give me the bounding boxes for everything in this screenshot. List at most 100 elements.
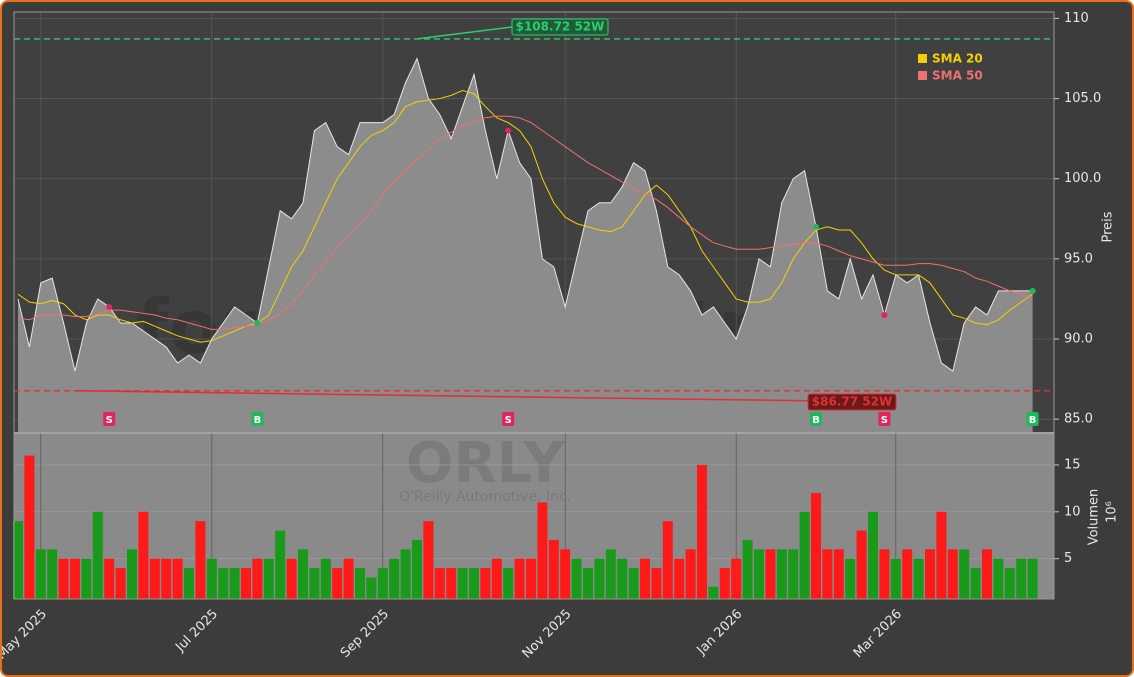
- volume-bar: [161, 558, 172, 599]
- signal-dot: [813, 223, 819, 230]
- volume-bar: [833, 549, 844, 599]
- price-line: [17, 57, 1033, 372]
- signal-label: B: [254, 415, 262, 426]
- volume-bar: [719, 568, 730, 599]
- volume-bar: [13, 521, 23, 599]
- volume-bar: [731, 558, 742, 599]
- volume-bar: [469, 568, 479, 599]
- volume-bar: [70, 558, 80, 599]
- volume-bar: [47, 549, 58, 599]
- x-tick-label: Nov 2025: [520, 607, 575, 662]
- volume-bar: [377, 568, 388, 599]
- watermark-company: O'Reilly Automotive, Inc.: [399, 489, 571, 505]
- volume-bar: [594, 558, 605, 599]
- signal-badge: [251, 412, 264, 426]
- volume-bar: [662, 521, 673, 599]
- volume-bar: [206, 558, 217, 599]
- signal-dot: [881, 311, 888, 318]
- volume-bar: [936, 511, 947, 599]
- volume-bar: [138, 511, 149, 599]
- signal-label: B: [812, 415, 820, 426]
- y-axis-label: Preis: [1101, 211, 1116, 242]
- x-tick-label: Jan 2026: [694, 607, 746, 659]
- plot-border: [13, 11, 1055, 600]
- volume-bar: [514, 558, 525, 599]
- volume-bar: [640, 558, 650, 599]
- volume-bar: [81, 558, 92, 599]
- volume-bar: [275, 530, 286, 599]
- signal-badge: [810, 412, 822, 426]
- volume-tick-label: 15: [1064, 457, 1081, 472]
- volume-bar: [184, 568, 194, 599]
- volume-bar: [400, 549, 411, 599]
- annotation-label: $108.72 52W: [516, 20, 605, 34]
- volume-bar: [537, 502, 548, 599]
- volume-bar: [560, 549, 571, 599]
- volume-bar: [947, 549, 958, 599]
- volume-bar: [389, 558, 400, 599]
- volume-tick-label: 5: [1064, 551, 1072, 566]
- y-tick-label: 90.0: [1064, 332, 1093, 347]
- annotation-label: $86.77 52W: [812, 395, 892, 409]
- volume-bar: [982, 549, 992, 599]
- volume-bar: [651, 568, 662, 599]
- volume-bar: [115, 568, 126, 599]
- volume-bar: [822, 549, 833, 599]
- volume-tick-label: 10: [1064, 504, 1081, 519]
- signal-badge: [878, 412, 891, 426]
- volume-bar: [503, 568, 514, 599]
- volume-bar: [457, 568, 468, 599]
- volume-bar: [241, 568, 251, 599]
- volume-bar: [583, 568, 593, 599]
- volume-bar: [149, 558, 160, 599]
- volume-bar: [1004, 568, 1015, 599]
- volume-bar: [218, 568, 229, 599]
- volume-bar: [423, 521, 434, 599]
- volume-bar: [890, 558, 901, 599]
- volume-bar: [480, 568, 491, 599]
- volume-bar: [24, 455, 35, 599]
- legend-swatch: [918, 71, 927, 80]
- sma-line: [17, 115, 1033, 330]
- signal-label: S: [881, 415, 888, 426]
- volume-bar: [526, 558, 536, 599]
- signal-label: B: [1029, 415, 1037, 426]
- volume-bar: [617, 558, 628, 599]
- signal-badge: [103, 412, 116, 426]
- volume-axis-label: Volumen: [1087, 489, 1102, 546]
- volume-bar: [776, 549, 787, 599]
- signal-label: S: [106, 415, 113, 426]
- volume-bar: [172, 558, 183, 599]
- volume-bar: [332, 568, 343, 599]
- legend-label: SMA 50: [932, 69, 983, 83]
- volume-bar: [366, 577, 377, 599]
- volume-bar: [754, 549, 764, 599]
- annotation-box: [807, 393, 897, 411]
- signal-dot: [1029, 287, 1036, 294]
- volume-bar: [925, 549, 935, 599]
- volume-bar: [845, 558, 856, 599]
- y-tick-label: 85.0: [1064, 412, 1093, 427]
- volume-bar: [127, 549, 137, 599]
- volume-bar: [993, 558, 1004, 599]
- volume-bar: [799, 511, 810, 599]
- volume-bar: [571, 558, 582, 599]
- legend-swatch: [918, 54, 927, 63]
- volume-bar: [628, 568, 639, 599]
- volume-bar: [252, 558, 263, 599]
- price-area: [18, 58, 1033, 432]
- volume-bar: [1027, 558, 1038, 599]
- volume-bar: [320, 558, 331, 599]
- sma-line: [17, 90, 1033, 343]
- volume-bar: [195, 521, 206, 599]
- signal-dot: [106, 303, 113, 310]
- signal-badge: [1026, 412, 1039, 426]
- annotation-box: [511, 18, 609, 36]
- volume-bar: [491, 558, 502, 599]
- volume-bar: [811, 493, 821, 599]
- volume-bar: [685, 549, 696, 599]
- volume-bar: [298, 549, 308, 599]
- watermark-symbol: ORLY: [406, 431, 566, 496]
